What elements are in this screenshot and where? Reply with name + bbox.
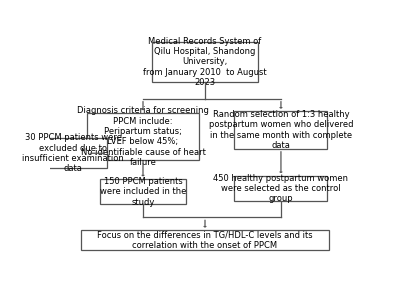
FancyBboxPatch shape xyxy=(100,179,186,204)
Text: Focus on the differences in TG/HDL-C levels and its
correlation with the onset o: Focus on the differences in TG/HDL-C lev… xyxy=(97,231,313,250)
FancyBboxPatch shape xyxy=(152,42,258,82)
Text: 30 PPCM patients were
excluded due to
insufficient examination
data: 30 PPCM patients were excluded due to in… xyxy=(22,133,124,173)
Text: 450 healthy postpartum women
were selected as the control
group: 450 healthy postpartum women were select… xyxy=(214,174,348,203)
Text: Random selection of 1:3 healthy
postpartum women who delivered
in the same month: Random selection of 1:3 healthy postpart… xyxy=(209,110,353,150)
Text: Diagnosis criteria for screening
PPCM include:
Peripartum status;
LVEF below 45%: Diagnosis criteria for screening PPCM in… xyxy=(77,106,209,167)
FancyBboxPatch shape xyxy=(234,176,328,201)
Text: Medical Records System of
Qilu Hospital, Shandong
University,
from January 2010 : Medical Records System of Qilu Hospital,… xyxy=(143,37,267,87)
FancyBboxPatch shape xyxy=(234,112,328,149)
FancyBboxPatch shape xyxy=(81,230,329,250)
FancyBboxPatch shape xyxy=(87,113,199,160)
FancyBboxPatch shape xyxy=(39,138,107,168)
Text: 150 PPCM patients
were included in the
study: 150 PPCM patients were included in the s… xyxy=(100,177,186,207)
